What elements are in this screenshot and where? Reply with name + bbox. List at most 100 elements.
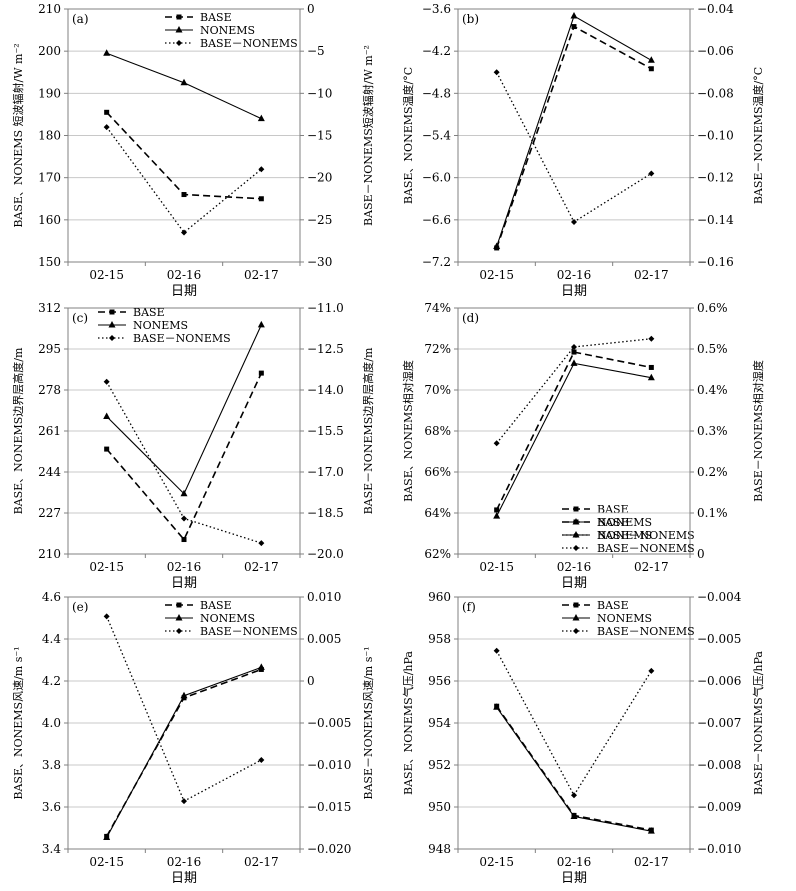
x-axis-title: 日期: [171, 284, 197, 299]
series-line: [496, 338, 652, 444]
x-tick-label: 02-17: [634, 268, 669, 282]
y-tick-label: 210: [38, 547, 61, 561]
y-axis-title: BASE、NONEMS风速/m s⁻¹: [12, 646, 25, 799]
x-tick-label: 02-16: [167, 560, 202, 574]
series-0-point-3: [648, 66, 654, 72]
y2-tick-label: −0.015: [307, 800, 351, 814]
y2-tick-label: −20.0: [307, 547, 344, 561]
y-tick-label: 160: [38, 213, 61, 227]
series-1-point-3: [647, 56, 655, 63]
y2-tick-label: −0.06: [697, 44, 734, 58]
y2-tick-label: −10: [307, 86, 332, 100]
legend-label: BASE－NONEMS: [200, 625, 298, 638]
y-tick-label: 190: [38, 86, 61, 100]
y2-tick-label: −0.14: [697, 213, 734, 227]
y-tick-label: −4.8: [422, 86, 451, 100]
panel-label: (e): [72, 600, 88, 614]
y2-tick-label: −0.009: [697, 800, 741, 814]
series-2-point-3: [258, 540, 265, 547]
legend-label: BASE: [200, 599, 232, 612]
legend-marker-2-point-1: [176, 40, 182, 46]
y2-tick-label: −15: [307, 129, 332, 143]
panel-label: (b): [462, 12, 479, 26]
series-2-point-2: [571, 792, 577, 799]
y-tick-label: −6.6: [422, 213, 451, 227]
y-tick-label: 4.0: [42, 716, 61, 730]
x-axis-title: 日期: [561, 576, 587, 591]
series-1-point-1: [493, 512, 501, 519]
y-tick-label: 295: [38, 342, 61, 356]
series-base-nonems: [493, 69, 655, 225]
x-tick-label: 02-17: [244, 268, 279, 282]
legend-marker-1-point-1: [572, 614, 580, 621]
chart-panel-4: 62% 64% 66% 68% 70% 72% 74% 0 0.1% 0.2% 0.3% 0.4% 0.…: [401, 301, 765, 591]
y2-axis-title: BASE－NONEMS短波辐射/W m⁻²: [361, 45, 375, 226]
series-nonems: [103, 49, 265, 122]
legend-marker-1-point-1: [572, 531, 580, 538]
y-tick-label: 312: [38, 301, 61, 315]
y2-tick-label: −14.0: [307, 383, 344, 397]
series-1-point-1: [103, 412, 111, 420]
y-axis-title: BASE、NONEMS相对湿度: [401, 360, 415, 502]
series-2-point-1: [103, 124, 110, 131]
y-tick-label: 948: [428, 842, 451, 856]
y2-tick-label: 0.010: [307, 590, 341, 604]
legend-label: BASE: [597, 516, 629, 529]
y-tick-label: −6.0: [422, 171, 451, 185]
x-tick-label: 02-15: [89, 560, 124, 574]
legend-label: BASE－NONEMS: [200, 37, 298, 50]
y2-tick-label: 0.1%: [697, 506, 728, 520]
legend-marker-0-point-1: [176, 602, 182, 608]
y2-tick-label: −0.007: [697, 716, 741, 730]
x-tick-label: 02-17: [634, 560, 669, 574]
y2-tick-label: 0: [697, 547, 705, 561]
series-1-point-3: [257, 320, 265, 328]
series-0-point-2: [571, 24, 577, 30]
chart-panel-1: 150 160 170 180 190 200 210 −30 −25 −20 −15 −10 −5 0 0…: [11, 2, 375, 299]
legend-label: NONEMS: [597, 516, 652, 529]
x-tick-label: 02-15: [89, 268, 124, 282]
y2-tick-label: −0.008: [697, 758, 741, 772]
y-axis-title: BASE、NONEMS气压/hPa: [401, 651, 415, 795]
legend-label: NONEMS: [597, 612, 652, 625]
y-tick-label: 3.6: [42, 800, 61, 814]
y-tick-label: −3.6: [422, 2, 451, 16]
series-line: [496, 650, 652, 797]
series-nonems: [493, 703, 655, 834]
y-tick-label: 64%: [424, 506, 451, 520]
y2-tick-label: 0.005: [307, 632, 341, 646]
series-1-point-1: [103, 833, 111, 840]
x-axis-title: 日期: [561, 284, 587, 299]
y-tick-label: 3.8: [42, 758, 61, 772]
y-tick-label: 227: [38, 506, 61, 520]
legend-marker-0-point-1: [176, 14, 182, 20]
legend-label: BASE－NONEMS: [597, 529, 695, 542]
y2-axis-title: BASE－NONEMS风速/m s⁻¹: [362, 646, 375, 799]
series-nonems: [103, 320, 265, 497]
series-1-point-2: [570, 12, 578, 19]
y-tick-label: 62%: [424, 547, 451, 561]
y2-tick-label: −18.5: [307, 506, 344, 520]
series-2-point-2: [571, 343, 577, 350]
series-0-point-1: [104, 109, 110, 115]
y2-tick-label: −12.5: [307, 342, 344, 356]
series-0-point-2: [181, 537, 187, 543]
y2-tick-label: 0.3%: [697, 424, 728, 438]
chart-panel-6: 948 950 952 954 956 958 960 −0.010 −0.009 −0.008 −…: [401, 590, 765, 886]
series-1-point-3: [647, 373, 655, 381]
series-line: [495, 25, 652, 249]
legend-label: BASE－NONEMS: [597, 625, 695, 638]
x-tick-label: 02-16: [557, 268, 592, 282]
legend-marker-0-point-1: [573, 602, 579, 608]
y-tick-label: 261: [38, 424, 61, 438]
series-base: [104, 109, 264, 202]
x-axis-title: 日期: [561, 871, 587, 886]
series-2-point-3: [258, 756, 265, 763]
series-1-point-2: [180, 691, 188, 699]
series-line: [106, 324, 262, 495]
x-tick-label: 02-16: [167, 855, 202, 869]
y-tick-label: 200: [38, 44, 61, 58]
